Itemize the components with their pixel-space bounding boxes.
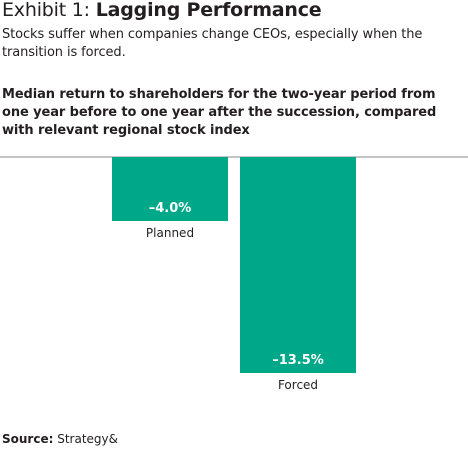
data-label-planned: –4.0% (149, 201, 192, 216)
exhibit-subtitle: Stocks suffer when companies change CEOs… (2, 27, 423, 60)
bar-planned (112, 157, 228, 221)
category-label-forced: Forced (278, 378, 318, 392)
bar-forced (240, 157, 356, 373)
exhibit-label: Exhibit 1: (2, 0, 90, 21)
data-label-forced: –13.5% (272, 353, 324, 368)
exhibit-name: Lagging Performance (95, 0, 322, 21)
chart-title: Median return to shareholders for the tw… (2, 87, 437, 138)
exhibit-title: Exhibit 1: Lagging Performance (2, 0, 322, 22)
source-value: Strategy& (57, 432, 119, 446)
source-label: Source: (2, 432, 54, 446)
source-note: Source: Strategy& (2, 431, 118, 447)
bar-chart: –4.0% Planned –13.5% Forced (0, 156, 468, 392)
category-label-planned: Planned (146, 226, 194, 240)
